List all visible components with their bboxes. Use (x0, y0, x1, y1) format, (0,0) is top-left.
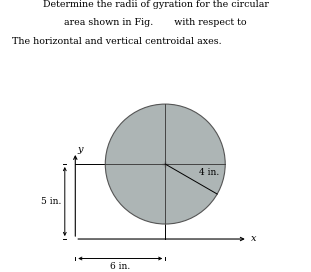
Text: x: x (251, 234, 256, 243)
Text: y: y (77, 145, 83, 154)
Text: 6 in.: 6 in. (110, 262, 130, 271)
Text: 5 in.: 5 in. (41, 197, 62, 206)
Text: area shown in Fig.       with respect to: area shown in Fig. with respect to (64, 18, 247, 27)
Text: 4 in.: 4 in. (199, 168, 219, 177)
Text: The horizontal and vertical centroidal axes.: The horizontal and vertical centroidal a… (12, 37, 222, 46)
Text: Determine the radii of gyration for the circular: Determine the radii of gyration for the … (43, 0, 268, 9)
Circle shape (105, 104, 225, 224)
